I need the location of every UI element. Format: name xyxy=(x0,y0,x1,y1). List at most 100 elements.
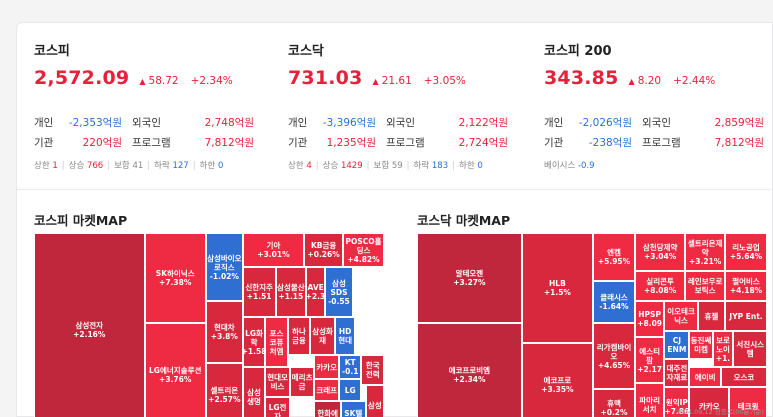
index-percent: +3.05% xyxy=(423,75,466,87)
treemap-tile[interactable]: 삼성SDS -0.55 xyxy=(324,267,354,317)
treemap-tile[interactable]: 엔켐 +5.95% xyxy=(593,233,635,281)
treemap-tile[interactable]: 알테오젠 +3.27% xyxy=(417,233,522,323)
index-percent: +2.44% xyxy=(673,75,716,87)
kospi-market-map[interactable]: 삼성전자 +2.16% SK하이닉스 +7.38% LG에너지솔루션 +3.76% 삼성바이… xyxy=(34,233,384,417)
treemap-tile[interactable]: 리가켐바이오 +4.65% xyxy=(593,323,635,389)
treemap-tile[interactable]: NAVER+2.3 xyxy=(306,267,325,317)
treemap-tile[interactable]: 서진시스템 xyxy=(733,331,767,367)
treemap-tile[interactable]: 삼천당제약 +3.04% xyxy=(634,233,686,271)
tile-percent: -1.64% xyxy=(599,302,629,311)
treemap-tile[interactable]: LG xyxy=(338,379,362,401)
treemap-tile[interactable]: KT -0.1 xyxy=(338,355,362,379)
treemap-tile[interactable]: 원익IP +7.86 xyxy=(664,387,690,417)
tile-name: 서진시스템 xyxy=(736,340,765,358)
treemap-tile[interactable]: SK텔 xyxy=(341,401,366,417)
tile-name: 한화에 xyxy=(317,409,339,417)
treemap-tile[interactable]: 테크윙 xyxy=(729,387,767,417)
treemap-tile[interactable]: 삼성 xyxy=(365,385,384,417)
treemap-tile[interactable]: 현대모비스 xyxy=(265,367,290,397)
treemap-tile[interactable]: 셀트리온제약 +3.21% xyxy=(685,233,726,271)
treemap-tile[interactable]: 에코프로 +3.35% xyxy=(521,343,594,417)
tile-percent: -0.55 xyxy=(328,296,350,306)
treemap-tile[interactable]: 삼성바이오로직스 -1.02% xyxy=(205,233,243,301)
treemap-tile[interactable]: 이오테크닉스 xyxy=(664,301,698,331)
treemap-tile[interactable]: LG전자 xyxy=(265,397,290,417)
treemap-tile[interactable]: 대주전자재료 xyxy=(664,359,690,387)
tile-percent: +1.51 xyxy=(246,292,272,301)
treemap-tile[interactable]: 삼성생명 xyxy=(242,367,266,417)
treemap-tile[interactable]: 삼성화재 xyxy=(310,317,335,355)
tile-percent: +1.58 xyxy=(242,346,266,356)
treemap-tile[interactable]: 현대차 +3.8% xyxy=(205,301,243,363)
tile-name: 레인보우로보틱스 xyxy=(687,277,723,295)
treemap-tile[interactable]: 실리콘투 +8.08% xyxy=(634,271,686,301)
treemap-tile[interactable]: HLB +1.5% xyxy=(521,233,594,343)
treemap-tile[interactable]: POSCO홀딩스 +4.82% xyxy=(343,233,384,267)
tile-name: LG화학 xyxy=(245,328,263,347)
treemap-tile[interactable]: 기아 +3.01% xyxy=(242,233,305,267)
tile-name: 현대차 xyxy=(213,323,235,332)
tile-name: 기아 xyxy=(266,241,281,250)
treemap-tile[interactable]: 리노공업 +5.64% xyxy=(725,233,767,271)
treemap-tile[interactable]: SK하이닉스 +7.38% xyxy=(144,233,206,323)
treemap-tile[interactable]: 삼성전자 +2.16% xyxy=(34,233,145,417)
treemap-tile[interactable]: 펄어비스 +4.18% xyxy=(725,271,767,301)
treemap-tile[interactable]: 클래시스 -1.64% xyxy=(593,281,635,323)
tile-percent: +2.57% xyxy=(208,394,241,404)
index-kosdaq[interactable]: 코스닥 731.03 ▲ 21.61 +3.05% xyxy=(288,40,518,89)
treemap-tile[interactable]: 에코프로비엠 +2.34% xyxy=(417,323,522,417)
treemap-tile[interactable]: 파마리서치 xyxy=(634,383,665,417)
treemap-tile[interactable]: 휴맥 +0.2% xyxy=(593,389,635,417)
index-value: 343.85 xyxy=(544,67,619,89)
treemap-tile[interactable]: 크래프 xyxy=(314,379,339,401)
tile-name: 셀트리온제약 xyxy=(687,238,723,257)
treemap-tile[interactable]: 보로노이 +1. xyxy=(712,331,734,367)
treemap-tile[interactable]: LG에너지솔루션 +3.76% xyxy=(144,323,206,417)
index-kospi[interactable]: 코스피 2,572.09 ▲ 58.72 +2.34% xyxy=(34,40,264,89)
tile-name: 보로노이 xyxy=(716,335,730,354)
treemap-tile[interactable]: HD현대 xyxy=(334,317,356,355)
treemap-tile[interactable]: 메리츠금 xyxy=(289,367,315,397)
tile-name: 카카오 xyxy=(699,402,720,411)
tile-name: 동진쎄미켐 xyxy=(690,336,712,354)
treemap-tile[interactable]: JYP Ent. xyxy=(725,301,767,331)
basis-kospi200: 베이시스 -0.9 xyxy=(544,161,595,171)
treemap-tile[interactable]: 한국전력 xyxy=(361,355,384,385)
treemap-tile[interactable]: 카카오 xyxy=(314,355,339,379)
treemap-tile[interactable]: 레인보우로보틱스 xyxy=(685,271,726,301)
treemap-tile[interactable]: 휴젤 xyxy=(697,301,726,331)
tile-name: 현대모비스 xyxy=(267,373,288,391)
tile-name: 삼성 xyxy=(367,401,382,410)
tile-name: 원익IP xyxy=(665,397,688,407)
tile-percent: +2.3 xyxy=(306,292,325,301)
treemap-tile[interactable]: 에스티팜 +2.17 xyxy=(634,337,665,383)
tile-name: HPSP xyxy=(638,310,661,319)
tile-name: 신한지주 xyxy=(245,283,273,292)
up-triangle-icon: ▲ xyxy=(628,77,635,86)
treemap-tile[interactable]: CJ ENM xyxy=(664,331,690,359)
treemap-tile[interactable]: 셀트리온 +2.57% xyxy=(205,363,243,417)
up-triangle-icon: ▲ xyxy=(139,77,146,86)
tile-name: SK하이닉스 xyxy=(155,269,195,278)
treemap-tile[interactable]: 동진쎄미켐 xyxy=(689,331,713,359)
treemap-tile[interactable]: 하나금융 xyxy=(287,317,311,355)
treemap-tile[interactable]: HPSP +8.09 xyxy=(634,301,665,337)
treemap-tile[interactable]: 카카오 xyxy=(689,387,730,417)
treemap-tile[interactable]: LG화학 +1.58 xyxy=(242,317,266,367)
treemap-tile[interactable]: 포스코퓨처엠 xyxy=(265,317,288,367)
tile-percent: +3.8% xyxy=(210,332,238,341)
index-kospi200[interactable]: 코스피 200 343.85 ▲ 8.20 +2.44% xyxy=(544,40,773,89)
tile-percent: +3.27% xyxy=(453,278,486,287)
treemap-tile[interactable]: 삼성물산 +1.15 xyxy=(275,267,307,317)
index-value: 2,572.09 xyxy=(34,67,130,89)
kosdaq-market-map[interactable]: 알테오젠 +3.27% HLB +1.5% 에코프로비엠 +2.34% 에코프로 +3.35%… xyxy=(417,233,767,417)
tile-percent: -1.02% xyxy=(209,271,239,281)
treemap-tile[interactable]: 에이비 xyxy=(689,367,721,387)
tile-name: 클래시스 xyxy=(600,293,628,302)
tile-name: LG xyxy=(344,385,356,395)
treemap-tile[interactable]: 신한지주 +1.51 xyxy=(242,267,276,317)
treemap-tile[interactable]: KB금융 +0.26% xyxy=(304,233,344,267)
index-name: 코스닥 xyxy=(288,44,324,59)
treemap-tile[interactable]: 한화에 xyxy=(314,401,341,417)
treemap-tile[interactable]: 오스코 xyxy=(720,367,767,387)
